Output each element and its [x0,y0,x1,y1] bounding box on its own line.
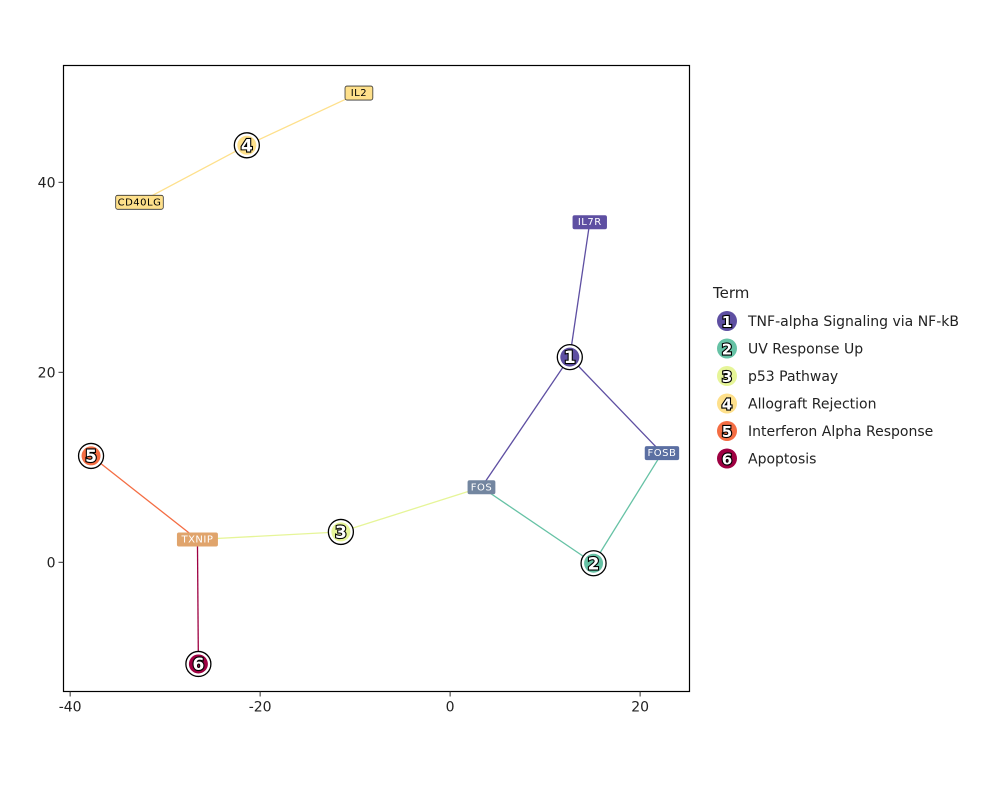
legend-item-4: 4 Allograft Rejection [717,393,877,415]
term-node-4: 4 [233,132,260,159]
term-node-1: 1 [556,343,583,371]
edge-1-fosb [569,356,663,454]
edge-1-il7r [569,222,591,358]
term-node-2: 2 [580,550,607,577]
plot-panel-border [62,64,691,693]
term-node-fill [81,446,101,466]
gene-label: FOS [471,482,492,493]
term-node-fill [560,347,580,367]
gene-label-box [572,215,607,230]
gene-node-fosb: FOSB [644,446,680,461]
edge-2-fosb [593,452,663,564]
term-node-fill [584,553,604,573]
edge-6-txnip [196,539,200,664]
x-tick-label: 0 [446,700,455,716]
term-node-number: 6 [192,655,204,675]
gene-label: FOSB [648,448,677,459]
legend-label: p53 Pathway [748,369,838,385]
axes: -40 -20 0 20 0 20 40 [38,175,649,715]
legend-label: UV Response Up [748,342,863,358]
y-tick-label: 20 [38,365,56,381]
x-tick-label: 20 [631,700,649,716]
legend-key-number: 1 [722,313,732,331]
legend-key-number: 5 [722,423,732,441]
term-nodes-layer: 1 2 3 4 5 6 [77,132,607,678]
term-node-fill [188,654,208,674]
gene-label-box [115,194,164,210]
edge-4-il2 [246,92,360,146]
gene-node-cd40lg: CD40LG [115,194,164,210]
legend-key-circle [717,311,737,331]
legend-key-circle [717,338,737,359]
x-tick-label: -20 [249,700,272,716]
edge-3-fos [340,486,482,533]
edge-3-txnip [197,531,341,541]
edge-1-fos [480,356,571,488]
edges-layer [90,92,663,664]
gene-label-box [344,85,374,101]
edge-2-fos [481,486,594,564]
term-node-3: 3 [327,518,355,546]
x-tick-label: -40 [59,700,82,716]
gene-node-txnip: TXNIP [176,532,218,547]
term-node-number: 5 [85,447,97,467]
legend-key-number: 2 [722,341,732,359]
gene-label: IL2 [351,88,367,99]
gene-node-fos: FOS [467,480,496,495]
term-node-number: 1 [564,348,576,368]
term-node-fill [237,135,257,155]
term-node-5: 5 [77,442,105,470]
gene-label: IL7R [578,217,602,228]
y-tick-label: 0 [47,555,56,571]
gene-nodes-layer: IL7R FOSB FOS TXNIP IL2 CD40LG [115,85,680,547]
legend-item-3: 3 p53 Pathway [717,366,838,387]
gene-label-box [644,446,680,461]
legend-key-circle [717,421,737,441]
edge-5-txnip [90,455,198,541]
term-node-number: 3 [335,523,347,543]
legend-label: TNF-alpha Signaling via NF-kB [747,314,959,330]
legend-item-2: 2 UV Response Up [717,338,863,360]
term-node-number: 4 [241,136,253,156]
legend-label: Interferon Alpha Response [748,424,933,440]
legend-key-number: 6 [722,451,732,469]
term-node-fill [331,522,351,542]
edge-4-cd40lg [139,144,248,203]
gene-label-box [467,480,496,495]
legend-title: Term [712,284,749,302]
legend-key-circle [717,393,737,414]
legend-item-5: 5 Interferon Alpha Response [717,421,933,442]
term-node-number: 2 [588,554,600,574]
gene-node-il2: IL2 [344,85,374,101]
term-node-6: 6 [185,650,212,678]
legend-key-number: 4 [722,396,732,414]
legend-label: Apoptosis [748,452,816,468]
gene-label: TXNIP [180,535,213,546]
legend: Term 1 TNF-alpha Signaling via NF-kB 2 UV R… [712,284,959,470]
y-tick-label: 40 [38,175,56,191]
legend-key-circle [717,448,737,469]
gene-label-box [176,532,218,547]
legend-label: Allograft Rejection [748,397,877,413]
legend-key-number: 3 [722,368,732,386]
gene-label: CD40LG [118,197,162,208]
legend-item-1: 1 TNF-alpha Signaling via NF-kB [717,311,959,332]
legend-key-circle [717,366,737,386]
legend-item-6: 6 Apoptosis [717,448,816,470]
gene-node-il7r: IL7R [572,215,607,230]
